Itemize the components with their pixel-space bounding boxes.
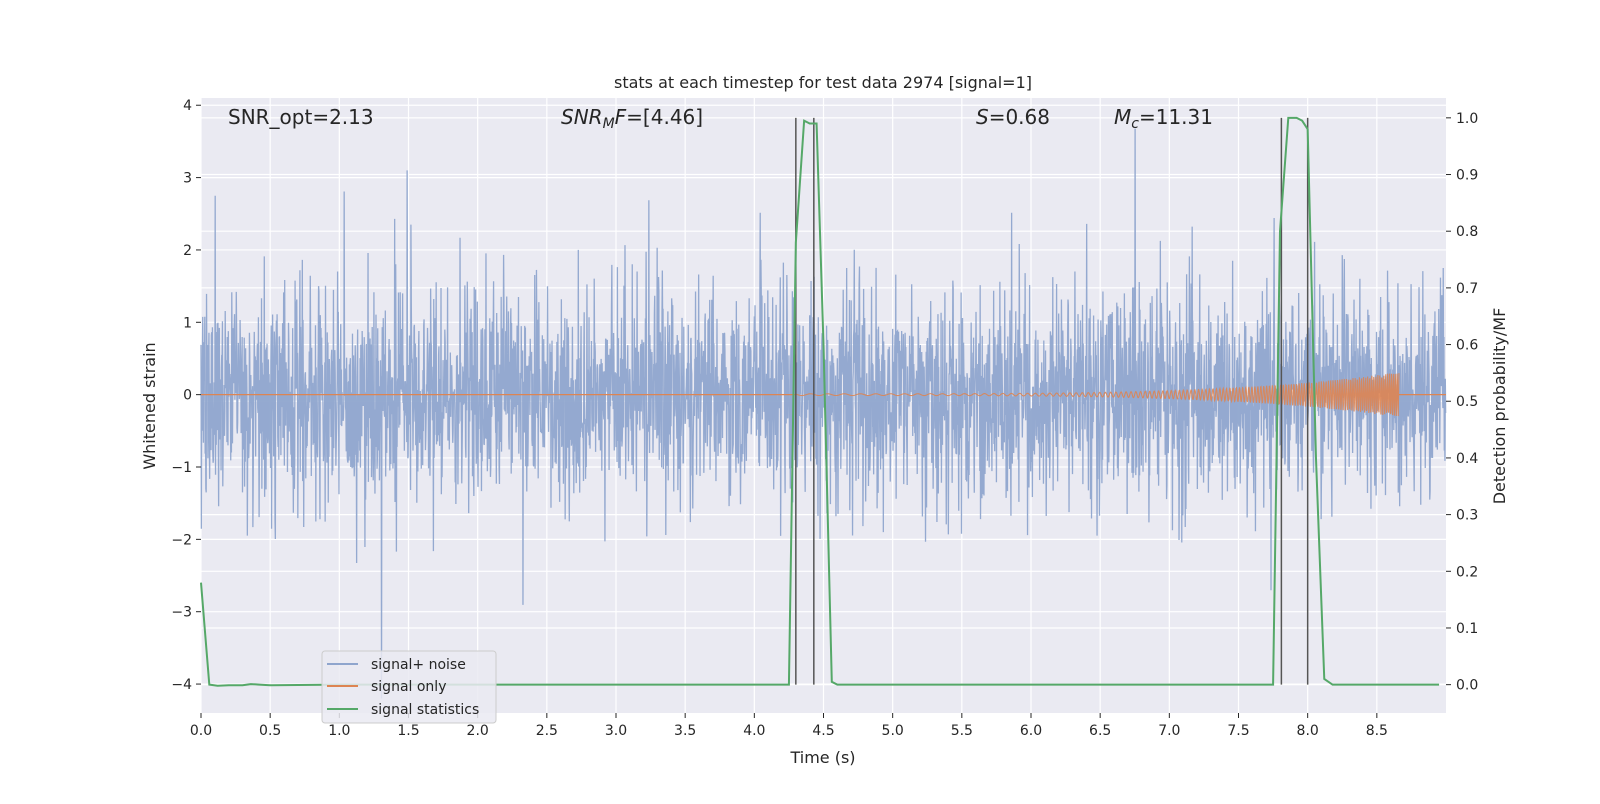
y-tick-label: 3 xyxy=(183,171,192,187)
x-axis-label: Time (s) xyxy=(789,748,855,767)
x-tick-label: 0.5 xyxy=(259,723,281,739)
x-tick-label: 0.0 xyxy=(190,723,212,739)
y-axis-label: Whitened strain xyxy=(140,342,159,469)
y-tick-label: −3 xyxy=(171,605,192,621)
x-tick-label: 5.0 xyxy=(882,723,904,739)
y-tick-label: 0 xyxy=(183,388,192,404)
y-right-tick-label: 0.7 xyxy=(1456,281,1478,297)
x-tick-label: 5.5 xyxy=(951,723,973,739)
series-signal-statistics xyxy=(200,116,1440,687)
x-tick-label: 2.0 xyxy=(467,723,489,739)
y-axis-ticks: −4 −3 −2 −1 0 1 2 3 4 xyxy=(171,98,201,693)
x-axis-ticks: 0.0 0.5 1.0 1.5 2.0 2.5 3.0 3.5 4.0 4.5 5.0 5.5 6.0 6… xyxy=(190,713,1388,739)
x-tick-label: 2.5 xyxy=(536,723,558,739)
y-tick-label: −1 xyxy=(171,460,192,476)
signal-only-chirp xyxy=(795,373,1400,417)
y-right-tick-label: 0.2 xyxy=(1456,564,1478,580)
series-signal-only xyxy=(201,373,1446,417)
annotation-snr-mf-value: =[4.46] xyxy=(626,105,703,129)
legend-label-signal-noise: signal+ noise xyxy=(371,657,466,673)
x-tick-label: 7.0 xyxy=(1158,723,1180,739)
y-right-tick-label: 0.0 xyxy=(1456,678,1478,694)
legend-label-signal-statistics: signal statistics xyxy=(371,702,479,718)
annotation-snr-mf: SNRMF=[4.46] xyxy=(561,105,703,132)
annotation-s-label: S xyxy=(976,105,989,129)
y-right-tick-label: 0.3 xyxy=(1456,508,1478,524)
x-tick-label: 1.0 xyxy=(328,723,350,739)
y-tick-label: 2 xyxy=(183,243,192,259)
statistics-line xyxy=(200,116,1440,687)
annotation-s: S=0.68 xyxy=(976,105,1050,129)
x-tick-label: 3.0 xyxy=(605,723,627,739)
y-right-tick-label: 0.8 xyxy=(1456,224,1478,240)
x-tick-label: 7.5 xyxy=(1227,723,1249,739)
y-right-tick-label: 0.9 xyxy=(1456,168,1478,184)
x-tick-label: 4.0 xyxy=(743,723,765,739)
y-tick-label: −4 xyxy=(171,677,192,693)
x-tick-label: 6.0 xyxy=(1020,723,1042,739)
annotation-snr-mf-sub: M xyxy=(603,116,615,132)
annotation-snr-mf-tail: F xyxy=(615,105,627,129)
chart-title: stats at each timestep for test data 297… xyxy=(614,73,1032,92)
legend-label-signal-only: signal only xyxy=(371,679,446,695)
annotation-snr-mf-label: SNR xyxy=(561,105,603,129)
annotation-s-value: =0.68 xyxy=(989,105,1050,129)
y-right-tick-label: 0.6 xyxy=(1456,338,1478,354)
y-tick-label: 4 xyxy=(183,98,192,114)
legend: signal+ noise signal only signal statist… xyxy=(321,650,497,724)
x-tick-label: 1.5 xyxy=(397,723,419,739)
y-right-axis-ticks: 0.0 0.1 0.2 0.3 0.4 0.5 0.6 0.7 0.8 0.9 1.0 xyxy=(1446,111,1478,694)
y-right-axis-label: Detection probability/MF xyxy=(1490,308,1509,505)
y-tick-label: 1 xyxy=(183,315,192,331)
x-tick-label: 6.5 xyxy=(1089,723,1111,739)
annotation-mc-sub: c xyxy=(1131,116,1139,132)
x-tick-label: 4.5 xyxy=(812,723,834,739)
x-tick-label: 8.0 xyxy=(1297,723,1319,739)
annotation-snr-opt: SNR_opt=2.13 xyxy=(228,105,374,129)
annotation-mc: Mc=11.31 xyxy=(1114,105,1213,132)
y-tick-label: −2 xyxy=(171,532,192,548)
y-right-tick-label: 0.4 xyxy=(1456,451,1478,467)
y-right-tick-label: 0.1 xyxy=(1456,621,1478,637)
y-right-tick-label: 0.5 xyxy=(1456,394,1478,410)
annotation-mc-value: =11.31 xyxy=(1139,105,1213,129)
x-tick-label: 3.5 xyxy=(674,723,696,739)
x-tick-label: 8.5 xyxy=(1366,723,1388,739)
y-right-tick-label: 1.0 xyxy=(1456,111,1478,127)
annotation-mc-label: M xyxy=(1114,105,1131,129)
legend-box xyxy=(321,650,497,724)
vertical-markers xyxy=(795,117,1309,685)
